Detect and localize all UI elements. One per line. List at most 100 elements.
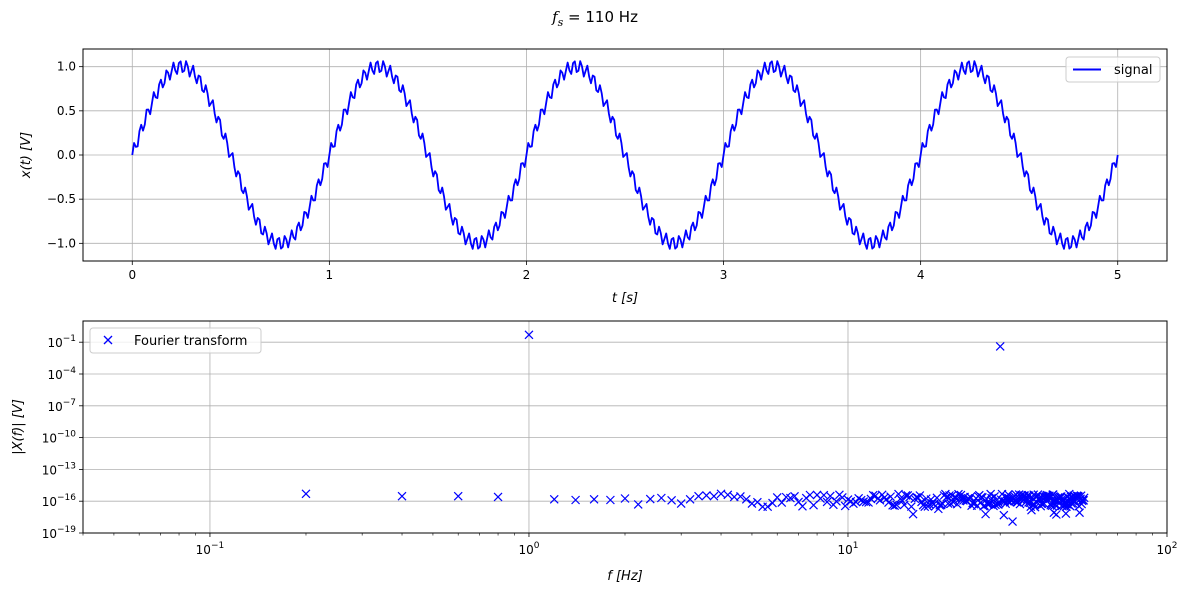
signal-xlabel: t [s] (612, 291, 638, 306)
figure-title: fs = 110 Hz (552, 8, 638, 29)
tick-label: 10−7 (47, 398, 76, 414)
fourier-ylabel: |X(f)| [V] (11, 399, 26, 455)
fourier-point-x-icon (493, 492, 503, 502)
y-tick-label: −1.0 (47, 236, 76, 250)
fourier-point-x-icon (999, 510, 1009, 520)
tick-label: 102 (1156, 541, 1177, 557)
x-tick-label: 2 (523, 268, 531, 282)
fourier-point-x-icon (890, 501, 900, 511)
fourier-point-x-icon (832, 496, 841, 506)
tick-label: 10−1 (47, 334, 76, 350)
fourier-axes: 10−1 100 101 102 10−19 10−16 10−13 10−10 10−7 10−… (11, 320, 1178, 584)
signal-line (131, 60, 1119, 250)
fourier-point-x-icon (920, 502, 930, 512)
signal-axes: 0 1 2 3 4 5 −1.0 −0.5 0.0 0.5 1.0 t [s] x(t) [V] s… (19, 48, 1168, 306)
fourier-point-x-icon (685, 494, 695, 504)
fourier-point-x-icon (1051, 510, 1061, 519)
fourier-point-x-icon (935, 500, 945, 510)
fourier-point-x-icon (694, 491, 703, 501)
signal-curve (131, 60, 1119, 250)
x-tick-label: 0 (128, 268, 136, 282)
fourier-point-x-icon (1079, 495, 1089, 505)
fourier-point-x-icon (747, 499, 757, 508)
fourier-point-x-icon (805, 490, 815, 500)
fourier-point-x-icon (868, 490, 878, 500)
fourier-ticks: 10−1 100 101 102 10−19 10−16 10−13 10−10 10−7 10−… (42, 334, 1178, 557)
x-tick-label: 5 (1114, 268, 1122, 282)
fourier-point-x-icon (899, 500, 909, 510)
fourier-point-x-icon (822, 497, 832, 507)
fourier-point-x-icon (605, 495, 615, 505)
fourier-point-x-icon (884, 498, 893, 507)
legend-x-marker-icon (103, 335, 113, 345)
fourier-point-x-icon (892, 500, 901, 510)
fourier-point-x-icon (524, 330, 534, 340)
fourier-point-x-icon (861, 497, 871, 507)
fourier-point-x-icon (735, 492, 745, 501)
fourier-point-x-icon (620, 494, 630, 503)
fourier-point-x-icon (1044, 493, 1054, 502)
fourier-point-x-icon (645, 494, 655, 504)
fourier-point-x-icon (1061, 509, 1071, 519)
x-tick-label: 1 (326, 268, 334, 282)
y-tick-label: −0.5 (47, 192, 76, 206)
y-tick-label: 1.0 (57, 60, 76, 74)
fourier-point-x-icon (1008, 517, 1017, 526)
fourier-point-x-icon (301, 489, 311, 499)
fourier-points (301, 330, 1089, 526)
tick-label: 10−13 (42, 461, 76, 477)
legend-label-signal: signal (1114, 63, 1152, 78)
fourier-point-x-icon (966, 492, 975, 502)
fourier-point-x-icon (709, 491, 719, 501)
fourier-point-x-icon (851, 497, 861, 507)
fourier-point-x-icon (825, 491, 835, 501)
fourier-point-x-icon (453, 491, 463, 501)
tick-label: 10−16 (42, 493, 77, 509)
fourier-point-x-icon (856, 495, 866, 505)
fourier-point-x-icon (1068, 499, 1078, 508)
legend-box (89, 327, 262, 354)
fourier-point-x-icon (798, 501, 807, 511)
fourier-point-x-icon (906, 502, 916, 512)
signal-ticks: 0 1 2 3 4 5 −1.0 −0.5 0.0 0.5 1.0 (47, 60, 1122, 282)
tick-label: 10−19 (42, 525, 77, 541)
x-tick-label: 3 (720, 268, 728, 282)
fourier-point-x-icon (763, 502, 773, 512)
fourier-point-x-icon (589, 494, 599, 504)
fourier-point-x-icon (894, 489, 903, 499)
fourier-point-x-icon (840, 501, 850, 511)
fourier-point-x-icon (908, 509, 918, 519)
fourier-point-x-icon (995, 341, 1005, 351)
fourier-point-x-icon (1079, 493, 1089, 503)
fourier-point-x-icon (656, 493, 666, 503)
fourier-point-x-icon (676, 499, 686, 508)
fourier-point-x-icon (768, 498, 777, 508)
fourier-point-x-icon (777, 498, 787, 507)
y-tick-label: 0.5 (57, 104, 76, 118)
fourier-point-x-icon (667, 495, 677, 505)
legend-label-fourier: Fourier transform (134, 334, 247, 349)
fourier-point-x-icon (983, 499, 993, 509)
tick-label: 101 (837, 541, 858, 557)
fourier-point-x-icon (723, 490, 733, 500)
fourier-point-x-icon (397, 491, 407, 501)
fourier-point-x-icon (633, 499, 643, 509)
signal-legend: signal (1065, 56, 1161, 83)
fourier-point-x-icon (741, 494, 751, 504)
fourier-point-x-icon (571, 495, 581, 505)
signal-ylabel: x(t) [V] (19, 132, 34, 179)
fourier-point-x-icon (905, 492, 915, 502)
fourier-legend: Fourier transform (89, 327, 262, 354)
x-tick-label: 4 (917, 268, 925, 282)
fourier-point-x-icon (886, 492, 896, 502)
fourier-point-x-icon (1075, 508, 1084, 518)
fourier-xlabel: f [Hz] (607, 569, 642, 584)
y-tick-label: 0.0 (57, 148, 76, 162)
tick-label: 100 (518, 541, 539, 557)
tick-label: 10−4 (47, 366, 76, 382)
signal-grid (83, 49, 1167, 261)
fourier-point-x-icon (915, 491, 925, 500)
legend-box (1065, 56, 1161, 83)
tick-label: 10−10 (42, 430, 77, 446)
